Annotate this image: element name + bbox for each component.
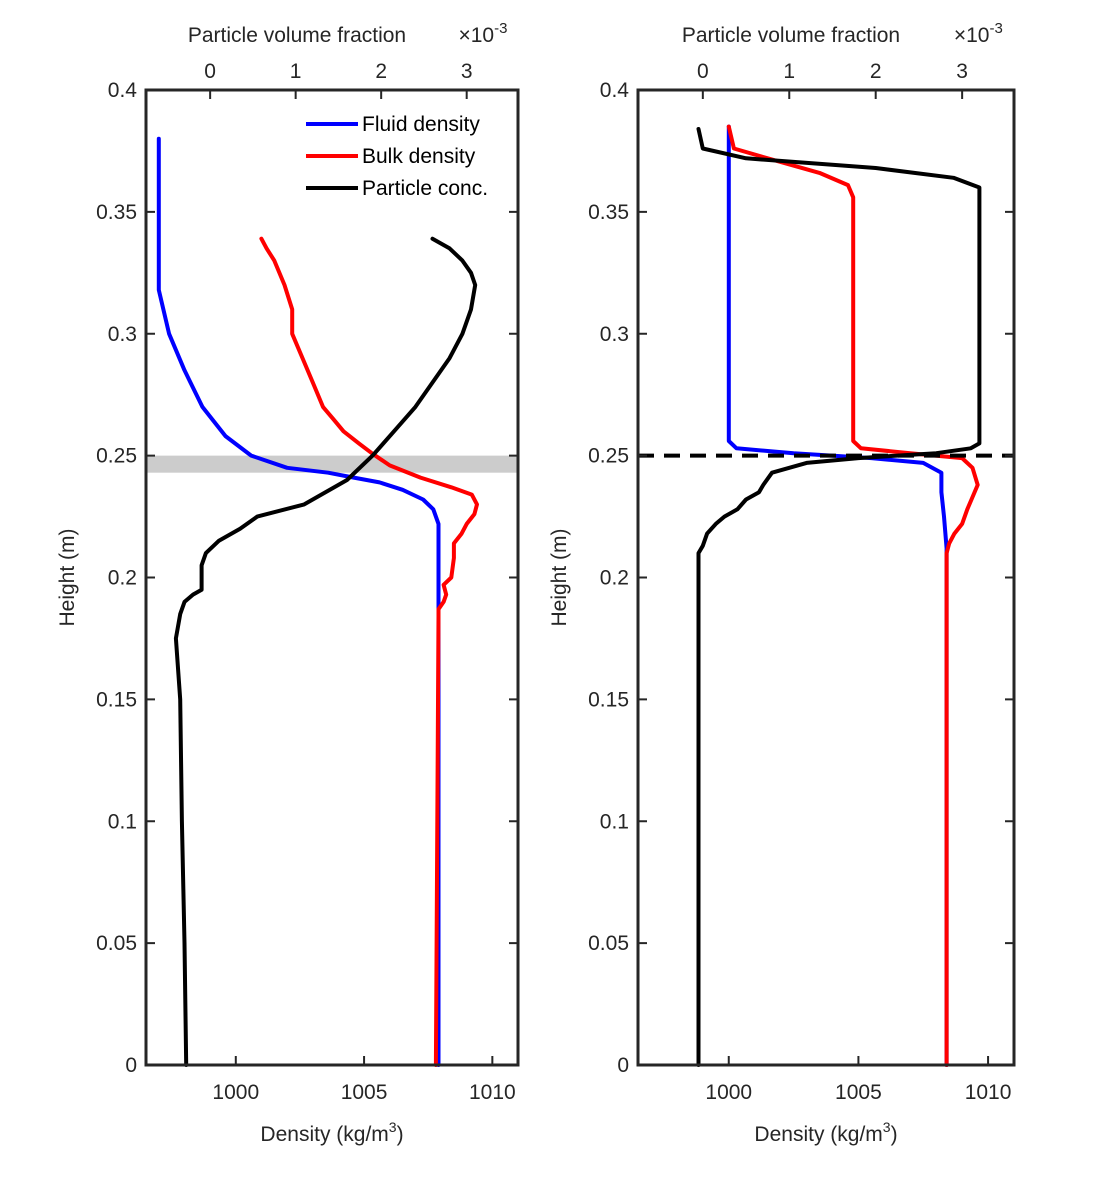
left-ytick-label: 0.1 — [108, 810, 137, 833]
left-xlabel-top: Particle volume fraction — [188, 24, 406, 47]
left-ytick-label: 0.2 — [108, 567, 137, 590]
right-particle-conc-line — [696, 127, 982, 1067]
right-axes-box — [636, 88, 1016, 1067]
left-ytick-label: 0 — [125, 1054, 137, 1077]
left-xtick-top-label: 1 — [290, 60, 302, 83]
legend-label-2: Particle conc. — [362, 177, 488, 200]
left-xlabel-bottom: Density (kg/m3) — [260, 1119, 403, 1146]
right-xtick-bottom-label: 1000 — [705, 1081, 752, 1104]
left-particle-conc-line — [173, 236, 478, 1067]
left-ytick-label: 0.05 — [96, 932, 137, 955]
left-bulk-density-line — [259, 236, 479, 1067]
right-ytick-label: 0.35 — [588, 201, 629, 224]
left-ytick-label: 0.4 — [108, 79, 138, 102]
right-xtick-top-label: 2 — [870, 60, 882, 83]
right-ytick-label: 0.2 — [600, 567, 629, 590]
right-xtick-top-label: 0 — [697, 60, 709, 83]
right-ylabel: Height (m) — [548, 528, 571, 626]
left-ytick-label: 0.3 — [108, 323, 137, 346]
right-xtick-bottom-label: 1005 — [835, 1081, 882, 1104]
left-ytick-label: 0.35 — [96, 201, 137, 224]
left-xlabel-top-multiplier: ×10-3 — [458, 20, 507, 47]
right-ytick-label: 0 — [617, 1054, 629, 1077]
right-ytick-label: 0.1 — [600, 810, 629, 833]
right-xlabel-top: Particle volume fraction — [682, 24, 900, 47]
right-xtick-top-label: 3 — [956, 60, 968, 83]
legend-label-0: Fluid density — [362, 113, 480, 136]
left-fluid-density-line — [156, 136, 441, 1067]
left-xtick-top-label: 3 — [461, 60, 473, 83]
right-ytick-label: 0.4 — [600, 79, 630, 102]
left-ylabel: Height (m) — [56, 528, 79, 626]
right-ytick-label: 0.3 — [600, 323, 629, 346]
legend-label-1: Bulk density — [362, 145, 476, 168]
right-ytick-label: 0.25 — [588, 445, 629, 468]
right-fluid-density-line — [726, 124, 949, 1067]
right-xlabel-bottom: Density (kg/m3) — [754, 1119, 897, 1146]
right-xlabel-top-multiplier: ×10-3 — [954, 20, 1003, 47]
left-legend: Fluid density Bulk density Particle conc. — [306, 113, 488, 200]
right-ytick-label: 0.15 — [588, 688, 629, 711]
left-xtick-top-label: 0 — [204, 60, 216, 83]
right-ytick-label: 0.05 — [588, 932, 629, 955]
left-xtick-bottom-label: 1010 — [469, 1081, 516, 1104]
left-xtick-bottom-label: 1000 — [212, 1081, 259, 1104]
left-xtick-top-label: 2 — [375, 60, 387, 83]
right-bulk-density-line — [726, 124, 980, 1067]
right-xtick-top-label: 1 — [783, 60, 795, 83]
left-ytick-label: 0.15 — [96, 688, 137, 711]
left-ytick-label: 0.25 — [96, 445, 137, 468]
right-xtick-bottom-label: 1010 — [965, 1081, 1012, 1104]
left-interface-band — [146, 455, 518, 473]
left-xtick-bottom-label: 1005 — [341, 1081, 388, 1104]
